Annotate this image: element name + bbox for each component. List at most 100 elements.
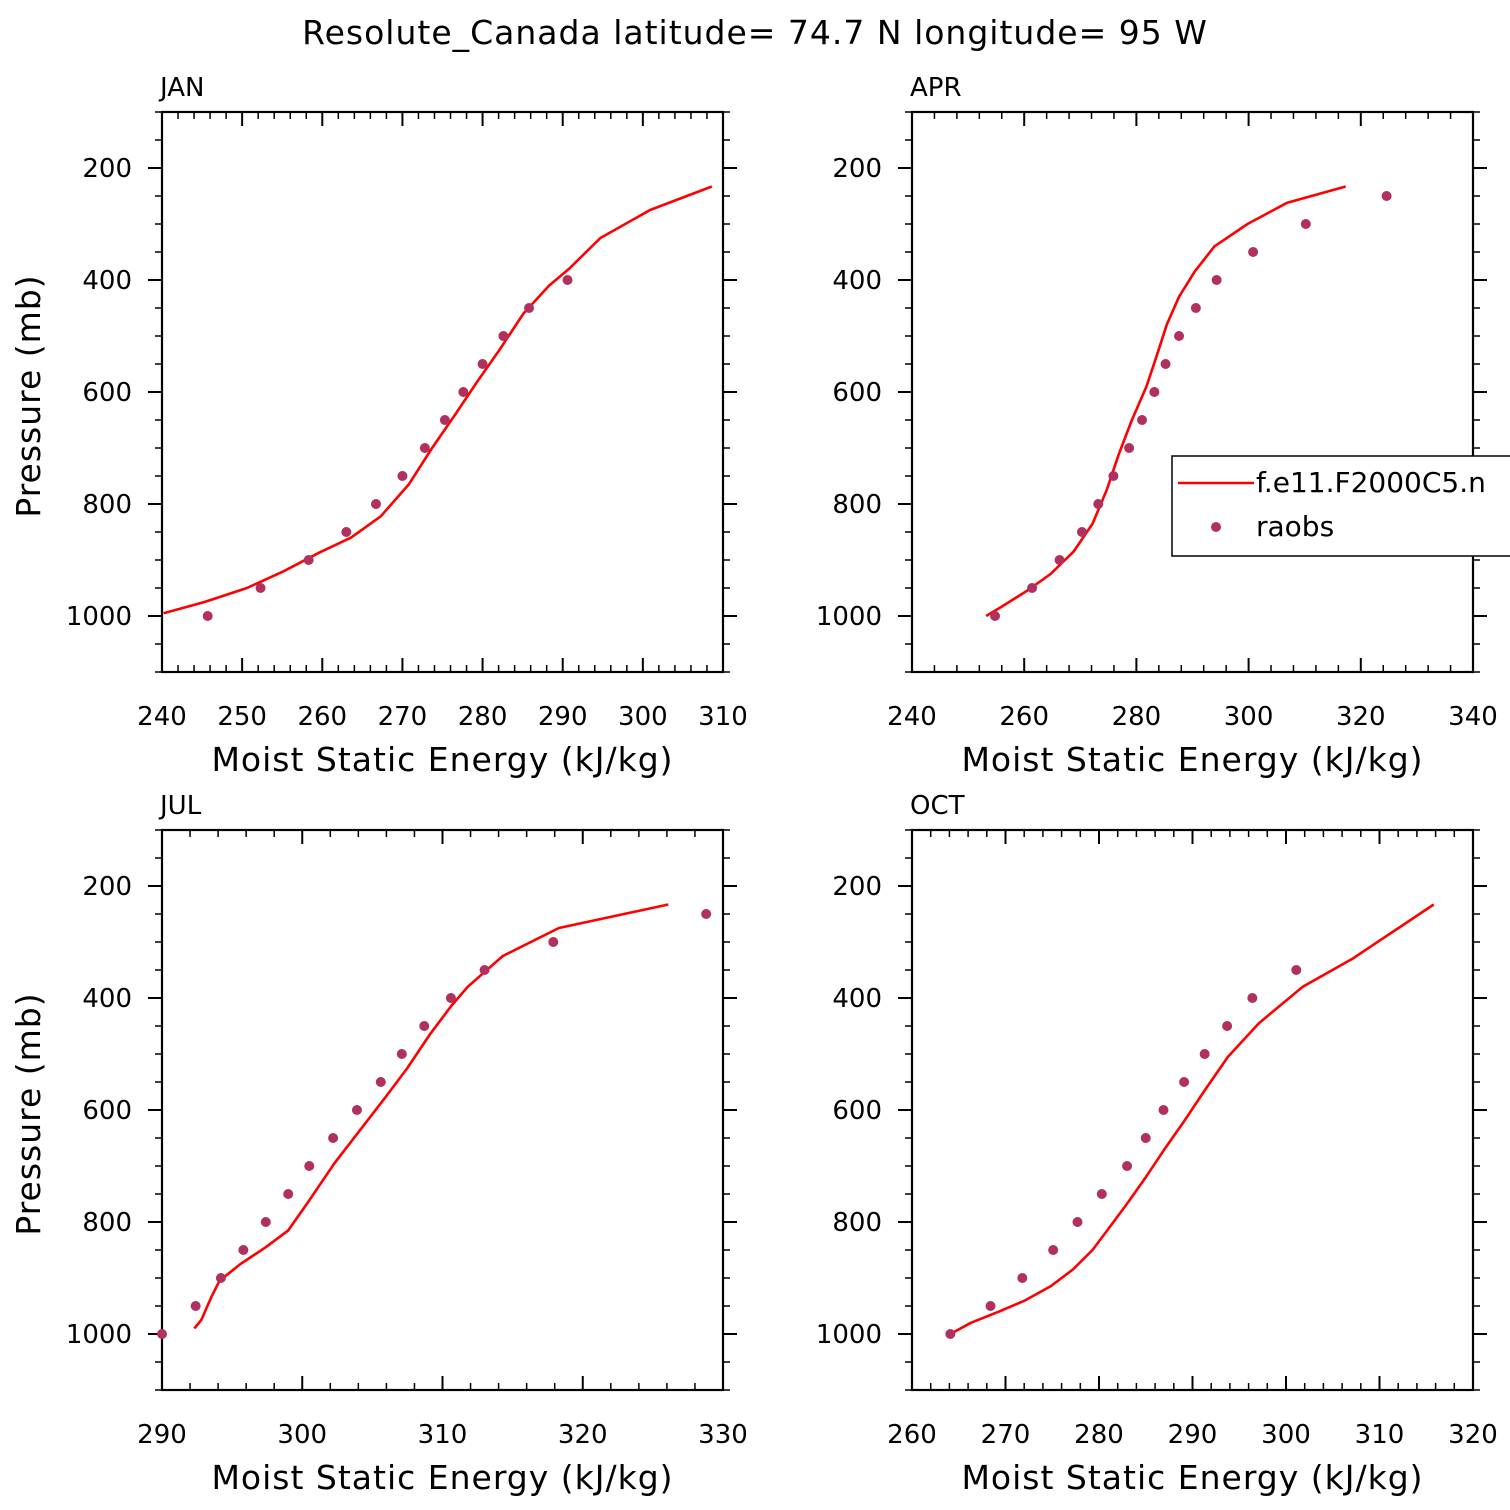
x-tick-label: 340 bbox=[1448, 702, 1498, 732]
x-tick-label: 310 bbox=[418, 1420, 468, 1450]
model-line bbox=[985, 185, 1347, 618]
raobs-point bbox=[238, 1245, 249, 1255]
raobs-point bbox=[701, 909, 712, 919]
raobs-point bbox=[1122, 1161, 1133, 1171]
y-tick-label: 200 bbox=[82, 872, 132, 902]
x-tick-label: 320 bbox=[1448, 1420, 1498, 1450]
raobs-point bbox=[1300, 219, 1311, 229]
y-tick-label: 800 bbox=[832, 1208, 882, 1238]
raobs-point bbox=[1137, 415, 1148, 425]
x-tick-label: 280 bbox=[1112, 702, 1162, 732]
x-tick-label: 290 bbox=[538, 702, 588, 732]
x-axis-label: Moist Static Energy (kJ/kg) bbox=[211, 1458, 673, 1497]
raobs-point bbox=[524, 303, 535, 313]
raobs-point bbox=[1160, 359, 1171, 369]
y-axis-label: Pressure (mb) bbox=[9, 274, 48, 517]
raobs-point bbox=[1179, 1077, 1190, 1087]
y-axis-label: Pressure (mb) bbox=[9, 992, 48, 1235]
y-tick-label: 600 bbox=[832, 1096, 882, 1126]
raobs-point bbox=[351, 1105, 362, 1115]
raobs-point bbox=[1149, 387, 1160, 397]
y-tick-label: 200 bbox=[832, 154, 882, 184]
panels: JAN 240 250 260 270 280 290 300 310 200 400 600 800 1… bbox=[9, 73, 1498, 1497]
raobs-point bbox=[1093, 499, 1104, 509]
y-tick-label: 200 bbox=[82, 154, 132, 184]
raobs-point bbox=[945, 1329, 956, 1339]
panel-jan: JAN 240 250 260 270 280 290 300 310 200 400 600 800 1… bbox=[9, 73, 748, 779]
panel-label: OCT bbox=[910, 791, 965, 821]
figure-title: Resolute_Canada latitude= 74.7 N longitu… bbox=[302, 13, 1208, 52]
panel-label: JAN bbox=[158, 73, 204, 103]
x-tick-label: 300 bbox=[1261, 1420, 1311, 1450]
y-tick-label: 200 bbox=[832, 872, 882, 902]
raobs-point bbox=[283, 1189, 294, 1199]
raobs-point bbox=[1381, 191, 1392, 201]
raobs-point bbox=[498, 331, 509, 341]
raobs-point bbox=[1174, 331, 1185, 341]
x-tick-label: 320 bbox=[558, 1420, 608, 1450]
x-tick-label: 240 bbox=[137, 702, 187, 732]
raobs-point bbox=[255, 583, 266, 593]
x-tick-label: 300 bbox=[1224, 702, 1274, 732]
raobs-point bbox=[1211, 275, 1222, 285]
raobs-point bbox=[548, 937, 559, 947]
x-tick-label: 270 bbox=[981, 1420, 1031, 1450]
model-line bbox=[193, 903, 669, 1330]
y-tick-label: 1000 bbox=[66, 602, 132, 632]
raobs-point bbox=[1248, 247, 1259, 257]
raobs-point bbox=[1158, 1105, 1169, 1115]
raobs-point bbox=[341, 527, 352, 537]
raobs-point bbox=[328, 1133, 339, 1143]
x-tick-label: 290 bbox=[1168, 1420, 1218, 1450]
raobs-point bbox=[990, 611, 1001, 621]
raobs-point bbox=[157, 1329, 167, 1339]
raobs-point bbox=[445, 993, 456, 1003]
raobs-point bbox=[419, 443, 430, 453]
raobs-point bbox=[215, 1273, 226, 1283]
raobs-point bbox=[1108, 471, 1119, 481]
raobs-point bbox=[1027, 583, 1038, 593]
raobs-point bbox=[1190, 303, 1201, 313]
raobs-point bbox=[458, 387, 469, 397]
x-tick-label: 260 bbox=[999, 702, 1049, 732]
panel-apr: APR 240 260 280 300 320 340 200 400 600 800 1000 Moi… bbox=[816, 73, 1498, 779]
x-axis-label: Moist Static Energy (kJ/kg) bbox=[211, 740, 673, 779]
raobs-point bbox=[439, 415, 450, 425]
y-tick-label: 400 bbox=[832, 266, 882, 296]
panel-label: JUL bbox=[158, 791, 202, 821]
x-tick-label: 240 bbox=[887, 702, 937, 732]
raobs-point bbox=[1048, 1245, 1059, 1255]
x-tick-label: 280 bbox=[1074, 1420, 1124, 1450]
y-tick-label: 600 bbox=[82, 1096, 132, 1126]
raobs-point bbox=[419, 1021, 430, 1031]
raobs-point bbox=[1124, 443, 1135, 453]
raobs-point bbox=[303, 555, 314, 565]
raobs-point bbox=[1096, 1189, 1107, 1199]
x-tick-label: 260 bbox=[297, 702, 347, 732]
y-tick-label: 800 bbox=[82, 1208, 132, 1238]
raobs-point bbox=[1199, 1049, 1210, 1059]
x-tick-label: 280 bbox=[458, 702, 508, 732]
x-axis-label: Moist Static Energy (kJ/kg) bbox=[961, 740, 1423, 779]
raobs-point bbox=[396, 1049, 407, 1059]
raobs-point bbox=[370, 499, 381, 509]
y-tick-label: 600 bbox=[832, 378, 882, 408]
x-tick-label: 320 bbox=[1336, 702, 1386, 732]
y-tick-label: 800 bbox=[832, 490, 882, 520]
raobs-point bbox=[477, 359, 488, 369]
raobs-point bbox=[1072, 1217, 1083, 1227]
raobs-point bbox=[1054, 555, 1065, 565]
y-tick-label: 1000 bbox=[816, 1320, 882, 1350]
raobs-point bbox=[1291, 965, 1302, 975]
y-tick-label: 800 bbox=[82, 490, 132, 520]
x-tick-label: 260 bbox=[887, 1420, 937, 1450]
x-axis-label: Moist Static Energy (kJ/kg) bbox=[961, 1458, 1423, 1497]
legend-marker-swatch bbox=[1211, 522, 1221, 532]
raobs-point bbox=[397, 471, 408, 481]
x-tick-label: 250 bbox=[217, 702, 267, 732]
raobs-point bbox=[304, 1161, 315, 1171]
raobs-point bbox=[562, 275, 573, 285]
model-line bbox=[949, 903, 1435, 1336]
raobs-point bbox=[190, 1301, 201, 1311]
